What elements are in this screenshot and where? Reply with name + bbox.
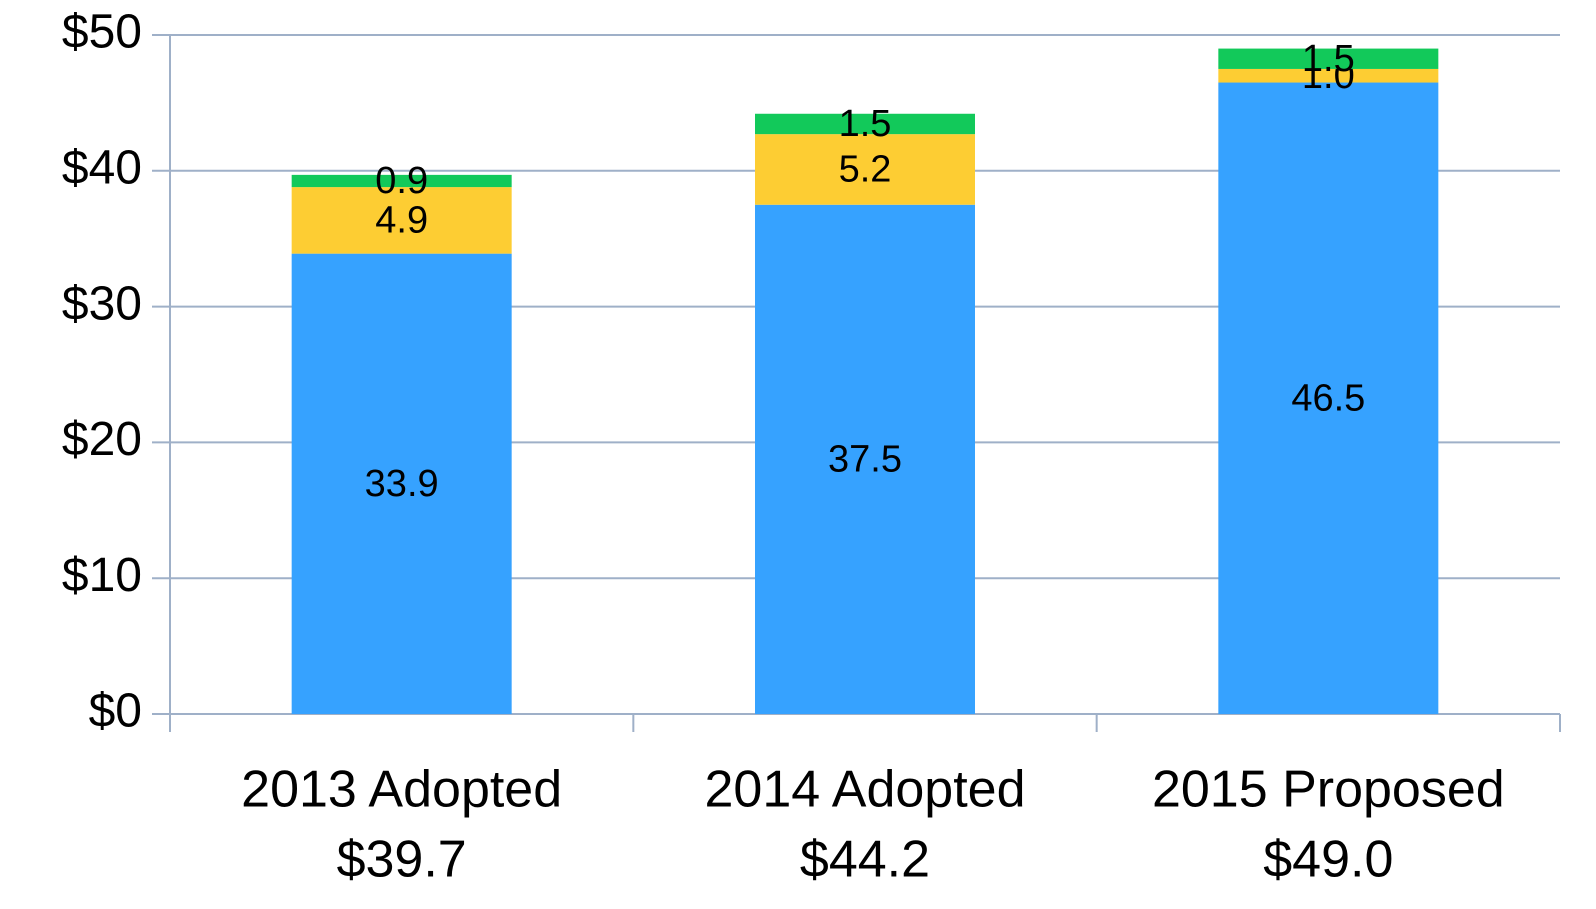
x-tick-label: 2013 Adopted (241, 761, 562, 819)
bar-segment (291, 174, 512, 188)
x-tick-label: $44.2 (800, 831, 930, 889)
y-tick-label: $50 (62, 6, 142, 59)
bar-segment (1218, 48, 1439, 69)
x-tick-label: $39.7 (337, 831, 467, 889)
y-tick-label: $30 (62, 277, 142, 330)
y-tick-label: $20 (62, 413, 142, 466)
bar-segment (755, 134, 975, 205)
y-tick-label: $40 (62, 141, 142, 194)
bar-segment (291, 187, 512, 254)
value-label: 1.5 (839, 103, 892, 145)
value-label: 37.5 (828, 438, 902, 480)
y-tick-label: $10 (62, 549, 142, 602)
bar-segment (291, 253, 512, 714)
x-tick-label: 2014 Adopted (705, 761, 1026, 819)
bar-segment (1218, 68, 1439, 83)
bar-segment (755, 113, 975, 135)
x-tick-label: $49.0 (1263, 831, 1393, 889)
value-label: 0.9 (375, 160, 428, 202)
bar-segment (1218, 82, 1439, 714)
x-tick-label: 2015 Proposed (1152, 761, 1505, 819)
value-label: 46.5 (1291, 377, 1365, 419)
value-label: 5.2 (839, 148, 892, 190)
value-label: 33.9 (365, 463, 439, 505)
value-label: 1.5 (1302, 38, 1355, 80)
y-tick-label: $0 (89, 685, 142, 738)
value-label: 4.9 (375, 199, 428, 241)
bar-segment (755, 204, 975, 714)
